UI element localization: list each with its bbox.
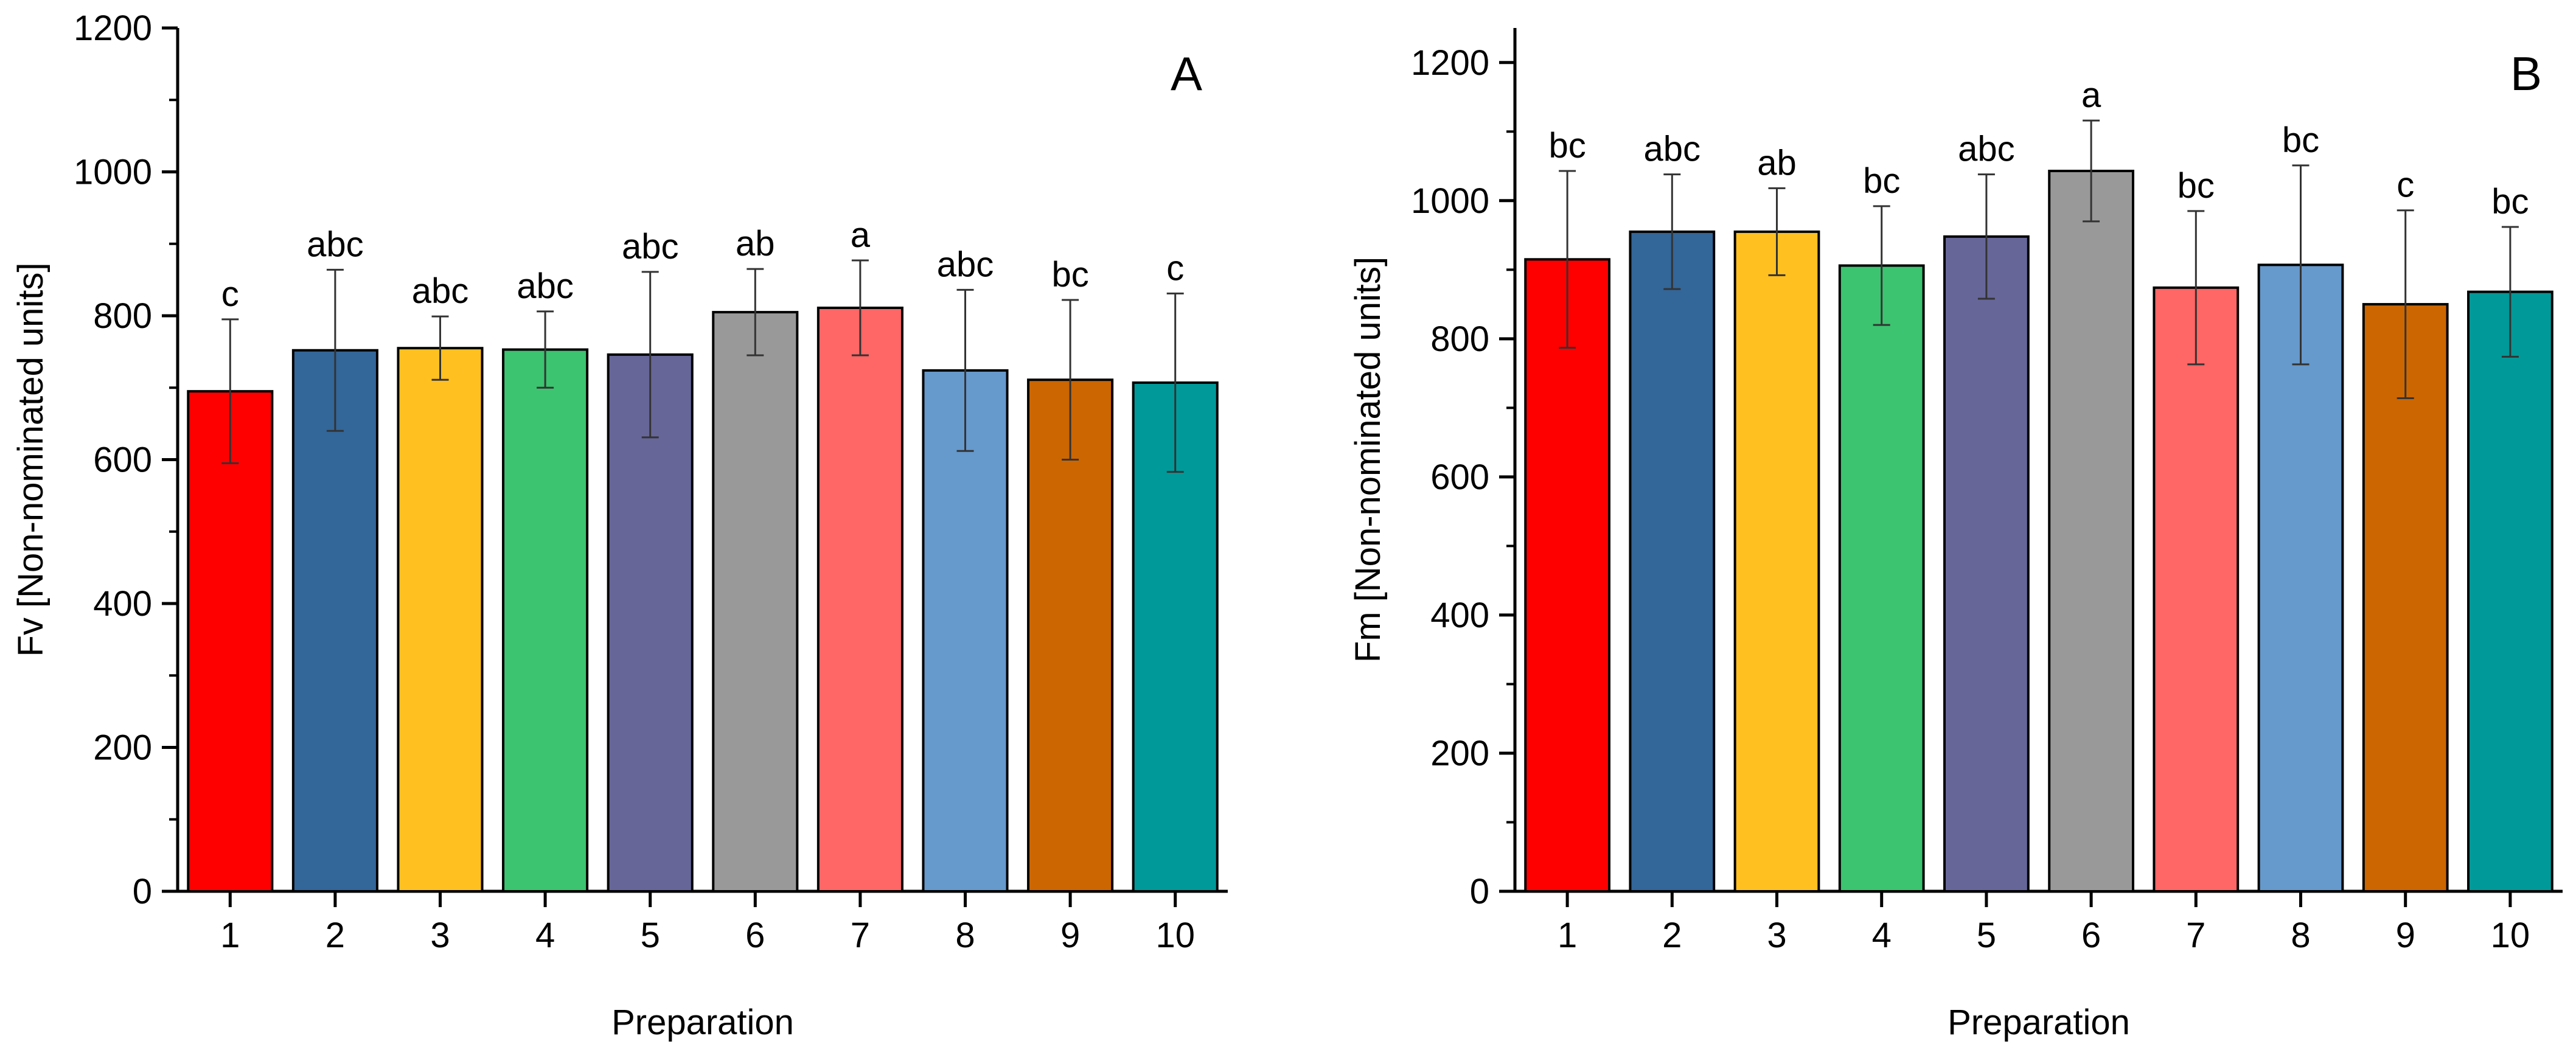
bar xyxy=(502,348,589,893)
x-tick-label: 3 xyxy=(430,916,450,955)
significance-letter: a xyxy=(2081,75,2101,115)
y-tick-label: 0 xyxy=(1470,872,1489,911)
y-tick-label: 200 xyxy=(1430,734,1489,773)
significance-letter: c xyxy=(221,274,239,314)
significance-letter: bc xyxy=(2282,120,2319,160)
bar xyxy=(397,347,484,893)
bar xyxy=(1838,264,1925,893)
significance-letter: c xyxy=(1166,248,1184,288)
significance-letter: abc xyxy=(1644,130,1701,169)
significance-letter: bc xyxy=(2177,166,2215,206)
x-tick-label: 5 xyxy=(1977,916,1996,955)
x-tick-label: 9 xyxy=(1060,916,1080,955)
x-tick-label: 5 xyxy=(641,916,660,955)
y-tick-label: 1200 xyxy=(74,9,152,48)
bar xyxy=(816,306,903,893)
significance-letter: abc xyxy=(307,224,364,264)
significance-letter: bc xyxy=(1548,126,1586,165)
bar xyxy=(2048,169,2134,893)
y-tick-label: 200 xyxy=(93,728,152,768)
x-tick-label: 3 xyxy=(1767,916,1786,955)
y-tick-label: 1000 xyxy=(1411,181,1489,221)
y-tick-label: 1200 xyxy=(1411,43,1489,83)
significance-letter: c xyxy=(2397,165,2414,205)
x-tick-label: 2 xyxy=(325,916,345,955)
significance-letter: bc xyxy=(1863,161,1900,201)
significance-letter: abc xyxy=(937,245,994,284)
x-tick-label: 6 xyxy=(745,916,765,955)
x-tick-label: 10 xyxy=(2491,916,2530,955)
x-tick-label: 9 xyxy=(2396,916,2415,955)
panel-a-chart: 0 200 400 600 800 1000 1200 Fv [Non-nominated u… xyxy=(11,9,1228,1042)
x-tick-label: 10 xyxy=(1155,916,1195,955)
significance-letter: abc xyxy=(412,271,469,311)
x-tick-label: 1 xyxy=(220,916,240,955)
bar xyxy=(922,369,1009,893)
y-tick-label: 400 xyxy=(1430,596,1489,635)
significance-letter: ab xyxy=(1757,143,1797,183)
y-tick-label: 800 xyxy=(93,296,152,336)
x-tick-label: 4 xyxy=(535,916,555,955)
x-tick-label: 2 xyxy=(1662,916,1682,955)
significance-letter: ab xyxy=(736,224,775,263)
x-tick-label: 4 xyxy=(1872,916,1892,955)
bar xyxy=(712,311,799,893)
y-axis-title: Fm [Non-nominated units] xyxy=(1348,257,1388,663)
x-axis-title: Preparation xyxy=(1948,1003,2130,1042)
y-tick-label: 600 xyxy=(93,440,152,480)
x-tick-label: 7 xyxy=(2186,916,2205,955)
bar xyxy=(1943,235,2030,893)
bar xyxy=(607,353,694,893)
y-tick-label: 600 xyxy=(1430,458,1489,497)
significance-letter: abc xyxy=(622,227,679,266)
significance-letter: abc xyxy=(517,266,574,306)
panel-b-chart: 0 200 400 600 800 1000 1200 Fm [Non-nominated u… xyxy=(1348,28,2563,1042)
x-tick-label: 8 xyxy=(955,916,975,955)
y-tick-label: 1000 xyxy=(74,153,152,192)
y-tick-label: 800 xyxy=(1430,319,1489,359)
x-tick-label: 1 xyxy=(1558,916,1577,955)
significance-letter: bc xyxy=(2491,182,2529,221)
y-tick-label: 0 xyxy=(133,872,152,911)
bar xyxy=(1733,230,1820,893)
y-tick-label: 400 xyxy=(93,584,152,624)
bar xyxy=(1524,258,1610,893)
x-tick-label: 6 xyxy=(2081,916,2101,955)
bar xyxy=(1629,230,1716,893)
significance-letter: bc xyxy=(1051,255,1088,294)
x-tick-label: 7 xyxy=(851,916,870,955)
bar xyxy=(187,390,274,893)
panel-label: A xyxy=(1171,47,1202,100)
x-axis-title: Preparation xyxy=(611,1003,794,1042)
significance-letter: a xyxy=(851,215,871,255)
bar xyxy=(2362,303,2449,893)
bar xyxy=(2467,290,2553,893)
bar xyxy=(2153,286,2240,893)
significance-letter: abc xyxy=(1958,130,2015,169)
panel-label: B xyxy=(2510,47,2542,100)
x-tick-label: 8 xyxy=(2291,916,2310,955)
y-axis-title: Fv [Non-nominated units] xyxy=(11,263,50,657)
